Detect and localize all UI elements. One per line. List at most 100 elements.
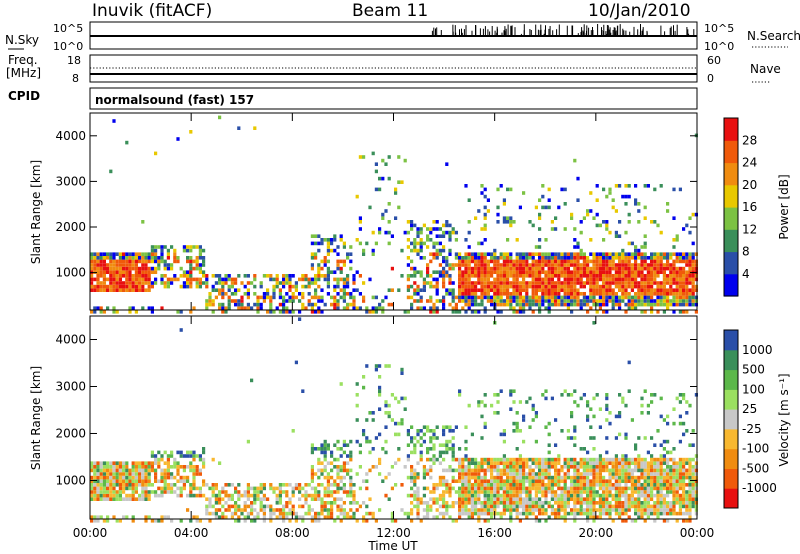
velocity-cell <box>608 461 612 465</box>
power-cell <box>662 274 666 278</box>
power-cell <box>112 119 116 123</box>
power-cell <box>189 270 193 274</box>
power-cell <box>106 284 110 289</box>
velocity-cell <box>419 443 423 447</box>
power-cell <box>512 274 516 278</box>
power-cell <box>672 274 676 278</box>
power-cell <box>653 259 657 264</box>
colorbar-tick-label: -1000 <box>742 481 777 495</box>
velocity-cell <box>310 486 314 491</box>
power-cell <box>528 284 532 289</box>
power-cell <box>509 187 513 192</box>
velocity-cell <box>250 508 254 512</box>
velocity-cell <box>419 454 423 458</box>
power-cell <box>646 184 650 188</box>
power-cell <box>678 266 682 271</box>
colorbar-tick-label: 12 <box>742 222 757 236</box>
power-cell <box>602 292 606 296</box>
power-cell <box>576 302 580 307</box>
power-cell <box>509 220 513 224</box>
velocity-cell <box>413 468 417 473</box>
velocity-cell <box>458 461 462 465</box>
power-cell <box>486 209 490 213</box>
velocity-cell <box>515 511 519 516</box>
velocity-cell <box>253 497 257 501</box>
power-cell <box>550 274 554 278</box>
velocity-cell <box>576 486 580 491</box>
velocity-cell <box>675 475 679 480</box>
power-cell <box>310 263 314 267</box>
power-cell <box>685 302 689 307</box>
power-cell <box>506 266 510 271</box>
power-cell <box>381 306 385 310</box>
power-cell <box>349 266 353 271</box>
velocity-cell <box>605 511 609 516</box>
velocity-cell <box>198 486 202 491</box>
velocity-cell <box>122 490 126 494</box>
power-cell <box>346 306 350 310</box>
power-cell <box>454 252 458 256</box>
power-cell <box>560 256 564 260</box>
velocity-cell <box>109 490 113 494</box>
power-cell <box>326 274 330 278</box>
power-cell <box>518 266 522 271</box>
power-cell <box>403 310 407 314</box>
velocity-cell <box>630 490 634 494</box>
power-cell <box>675 266 679 271</box>
velocity-cell <box>422 465 426 469</box>
power-cell <box>589 252 593 256</box>
power-cell <box>454 230 458 235</box>
velocity-cell <box>438 479 442 483</box>
power-cell <box>678 187 682 192</box>
power-cell <box>234 302 238 307</box>
power-cell <box>611 274 615 278</box>
velocity-cell <box>115 497 119 501</box>
power-cell <box>496 212 500 217</box>
power-cell <box>416 284 420 289</box>
velocity-cell <box>531 504 535 509</box>
velocity-cell <box>576 403 580 408</box>
power-cell <box>605 256 609 260</box>
velocity-cell <box>179 479 183 483</box>
velocity-cell <box>467 501 471 505</box>
power-cell <box>627 194 631 199</box>
power-cell <box>496 310 500 314</box>
power-cell <box>624 281 628 285</box>
velocity-cell <box>224 493 228 498</box>
velocity-cell <box>656 465 660 469</box>
power-cell <box>336 277 340 282</box>
power-cell <box>522 256 526 260</box>
colorbar-swatch <box>724 251 738 275</box>
velocity-cell <box>429 439 433 444</box>
velocity-cell <box>560 393 564 397</box>
velocity-cell <box>624 432 628 437</box>
power-cell <box>515 277 519 282</box>
power-cell <box>522 281 526 285</box>
power-cell <box>413 245 417 249</box>
velocity-cell <box>365 439 369 444</box>
velocity-cell <box>458 475 462 480</box>
velocity-cell <box>336 439 340 444</box>
velocity-cell <box>438 454 442 458</box>
velocity-cell <box>637 515 641 519</box>
power-cell <box>298 310 302 314</box>
velocity-cell <box>675 465 679 469</box>
power-cell <box>541 299 545 303</box>
velocity-cell <box>109 493 113 498</box>
velocity-cell <box>640 468 644 473</box>
power-cell <box>317 295 321 300</box>
velocity-cell <box>595 461 599 465</box>
velocity-cell <box>483 508 487 512</box>
velocity-cell <box>611 475 615 480</box>
power-cell <box>112 263 116 267</box>
velocity-cell <box>285 483 289 487</box>
velocity-cell <box>531 511 535 516</box>
power-cell <box>109 252 113 256</box>
power-cell <box>531 299 535 303</box>
velocity-cell <box>576 468 580 473</box>
velocity-cell <box>442 479 446 483</box>
velocity-cell <box>115 479 119 483</box>
velocity-cell <box>134 465 138 469</box>
power-cell <box>282 310 286 314</box>
velocity-cell <box>202 483 206 487</box>
